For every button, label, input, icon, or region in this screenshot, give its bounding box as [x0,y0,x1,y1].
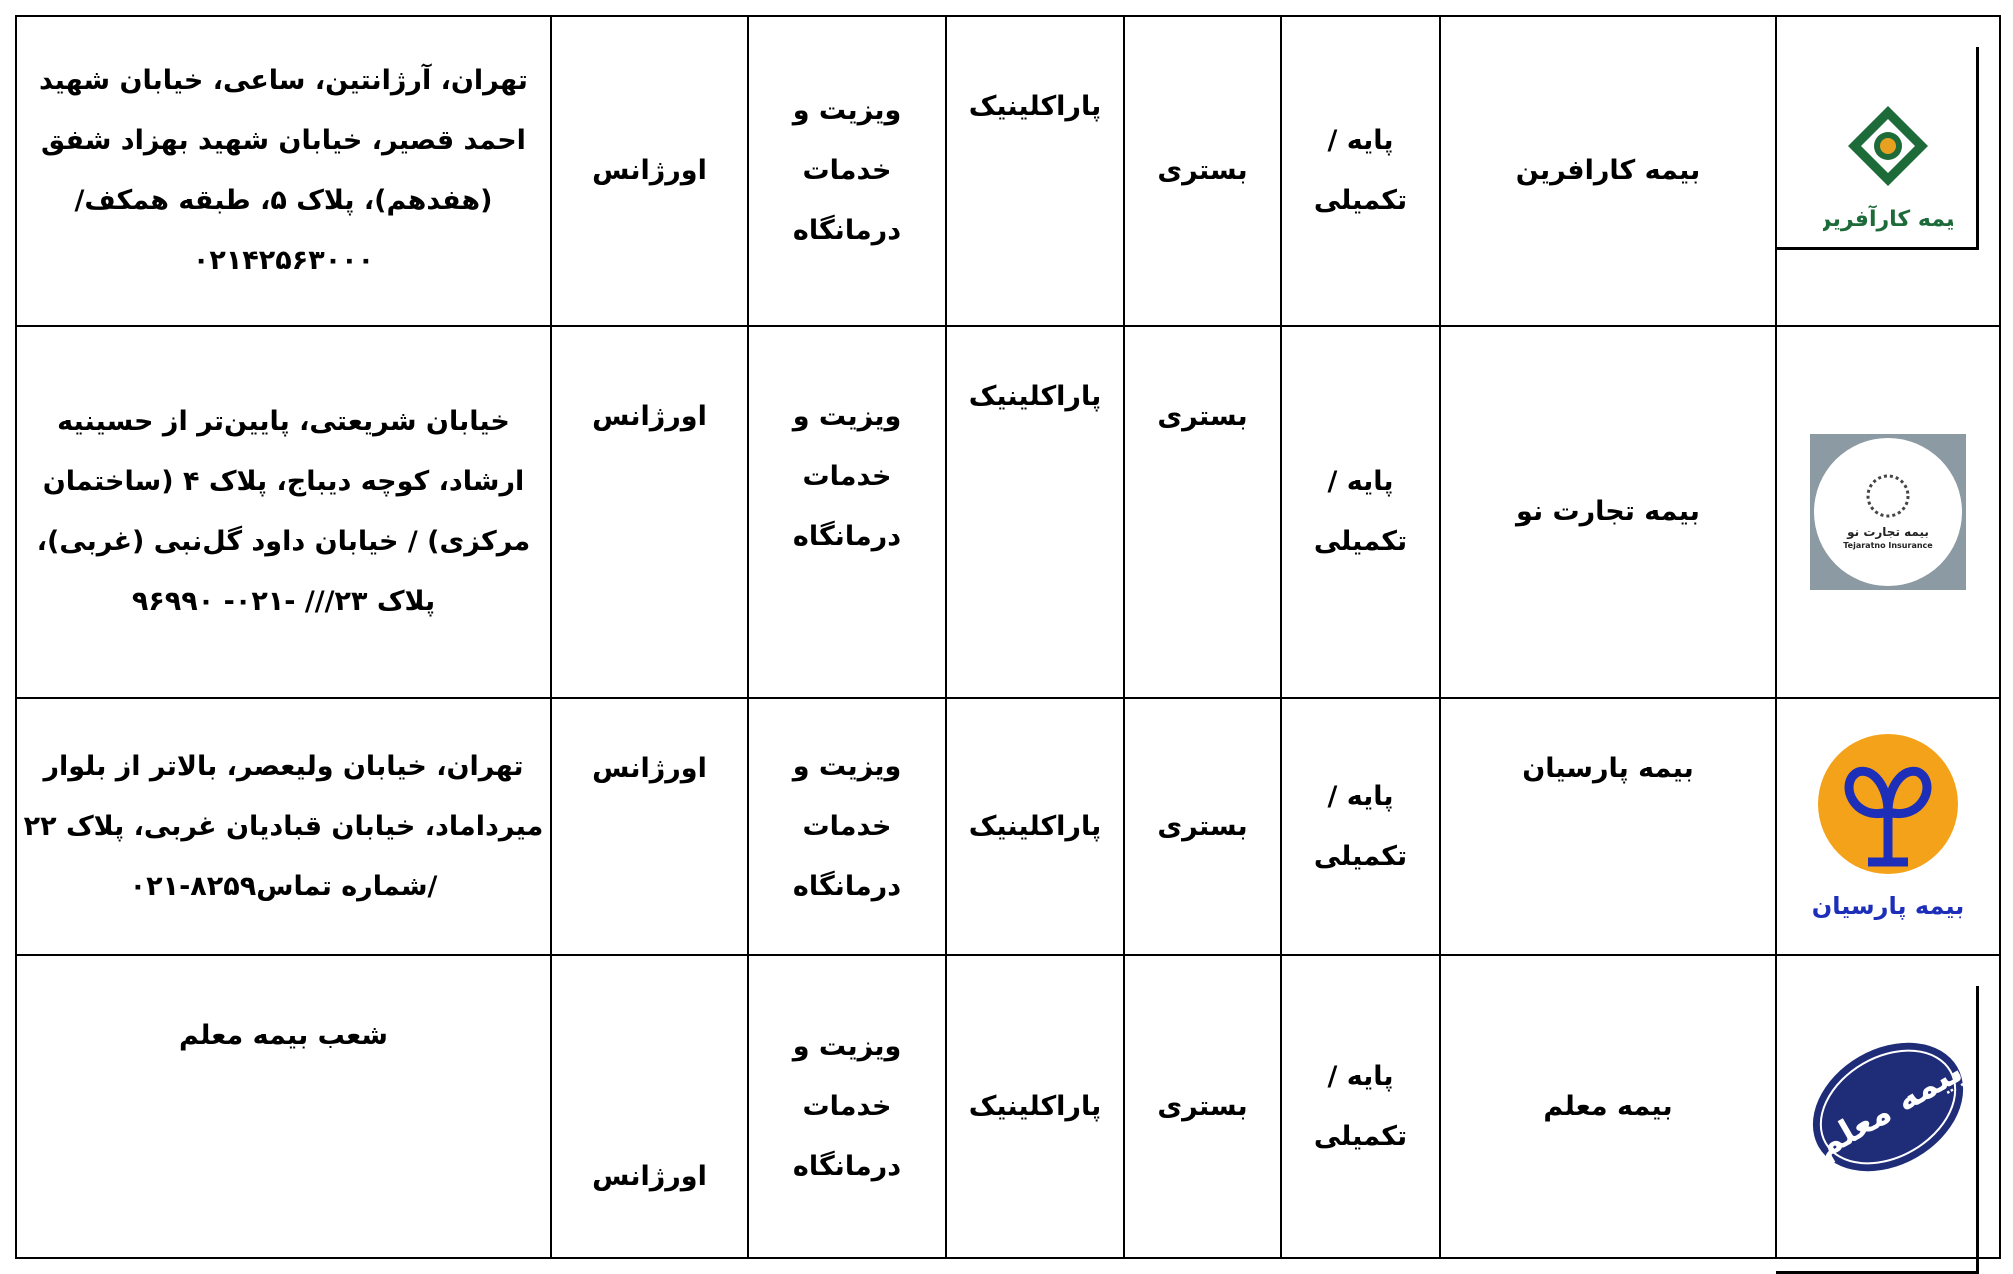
visit-services: ویزیت و خدمات درمانگاه [747,325,947,699]
visit-services: ویزیت و خدمات درمانگاه [747,697,947,956]
address: تهران، خیابان ولیعصر، بالاتر از بلوار می… [15,697,552,956]
svg-text:Tejaratno Insurance: Tejaratno Insurance [1843,541,1933,550]
table-row: بیمه معلم بیمه معلم پایه /تکمیلی بستری پ… [15,954,2001,1274]
table-row: بیمه تجارت نو Tejaratno Insurance بیمه ت… [15,325,2001,699]
svg-text:بیمه کارآفرین: بیمه کارآفرین [1823,204,1953,232]
paraclinic: پاراکلینیک [945,325,1125,699]
table-row: بیمه کارآفرین بیمه کارافرین پایه /تکمیلی… [15,15,2001,327]
svg-text:بیمه پارسیان: بیمه پارسیان [1813,892,1963,920]
inpatient: بستری [1123,954,1282,1259]
company-name: بیمه معلم [1439,954,1777,1259]
visit-services: ویزیت و خدمات درمانگاه [747,15,947,327]
coverage-type: پایه /تکمیلی [1280,325,1441,699]
logo-cell: بیمه تجارت نو Tejaratno Insurance [1775,325,2001,699]
inpatient: بستری [1123,325,1282,699]
address: تهران، آرژانتین، ساعی، خیابان شهید احمد … [15,15,552,327]
emergency: اورژانس [550,954,749,1259]
company-name: بیمه کارافرین [1439,15,1777,327]
coverage-type: پایه /تکمیلی [1280,954,1441,1259]
emergency: اورژانس [550,697,749,956]
emergency: اورژانس [550,15,749,327]
visit-services: ویزیت و خدمات درمانگاه [747,954,947,1259]
parsian-logo-icon: بیمه پارسیان [1813,733,1963,920]
svg-text:بیمه تجارت نو: بیمه تجارت نو [1846,525,1929,540]
insurance-table: بیمه کارآفرین بیمه کارافرین پایه /تکمیلی… [15,15,2001,1274]
address: خیابان شریعتی، پایین‌تر از حسینیه ارشاد،… [15,325,552,699]
logo-cell: بیمه پارسیان [1775,697,2001,956]
logo-cell: بیمه معلم [1775,954,2001,1274]
address: شعب بیمه معلم [15,954,552,1259]
paraclinic: پاراکلینیک [945,697,1125,956]
company-name: بیمه تجارت نو [1439,325,1777,699]
inpatient: بستری [1123,15,1282,327]
inpatient: بستری [1123,697,1282,956]
coverage-type: پایه /تکمیلی [1280,697,1441,956]
moallem-logo-icon: بیمه معلم [1809,1042,1969,1171]
company-name: بیمه پارسیان [1439,697,1777,956]
tejarat-no-logo-icon: بیمه تجارت نو Tejaratno Insurance [1810,434,1966,590]
karafarin-logo-icon: بیمه کارآفرین [1823,106,1953,232]
paraclinic: پاراکلینیک [945,15,1125,327]
logo-cell: بیمه کارآفرین [1775,15,2001,327]
emergency: اورژانس [550,325,749,699]
table-row: بیمه پارسیان بیمه پارسیان پایه /تکمیلی ب… [15,697,2001,956]
paraclinic: پاراکلینیک [945,954,1125,1259]
coverage-type: پایه /تکمیلی [1280,15,1441,327]
